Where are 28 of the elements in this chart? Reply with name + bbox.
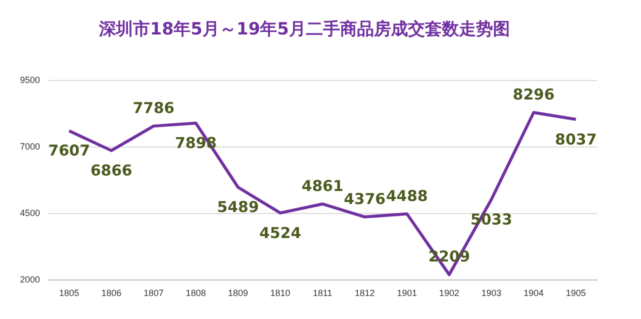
y-tick-label: 4500 <box>20 208 40 218</box>
y-tick-label: 9500 <box>20 74 40 85</box>
x-tick-label: 1807 <box>144 288 164 298</box>
data-label: 4524 <box>259 224 302 242</box>
x-tick-label: 1811 <box>312 288 332 298</box>
data-label: 4861 <box>302 176 344 195</box>
y-tick-label: 7000 <box>20 141 40 152</box>
data-label: 8037 <box>555 130 597 148</box>
x-tick-label: 1805 <box>59 288 80 298</box>
data-label: 4376 <box>344 190 386 208</box>
x-tick-label: 1809 <box>228 288 248 298</box>
x-tick-label: 1903 <box>481 288 502 298</box>
data-label: 7607 <box>48 142 90 160</box>
data-label: 4488 <box>386 186 428 205</box>
x-tick-label: 1904 <box>524 288 544 298</box>
data-label: 5489 <box>217 198 259 216</box>
x-tick-label: 1806 <box>101 288 122 298</box>
data-label: 7786 <box>132 98 174 117</box>
x-tick-label: 1808 <box>186 288 206 298</box>
x-tick-label: 1901 <box>396 288 417 298</box>
x-tick-label: 1905 <box>566 288 586 298</box>
x-tick-label: 1902 <box>439 288 460 298</box>
x-tick-label: 1810 <box>270 288 290 298</box>
y-tick-label: 2000 <box>20 274 40 285</box>
data-label: 6866 <box>90 161 132 180</box>
x-tick-label: 1812 <box>354 288 375 298</box>
data-label: 8296 <box>512 85 555 104</box>
chart-title: 深圳市18年5月～19年5月二手商品房成交套数走势图 <box>98 20 510 40</box>
